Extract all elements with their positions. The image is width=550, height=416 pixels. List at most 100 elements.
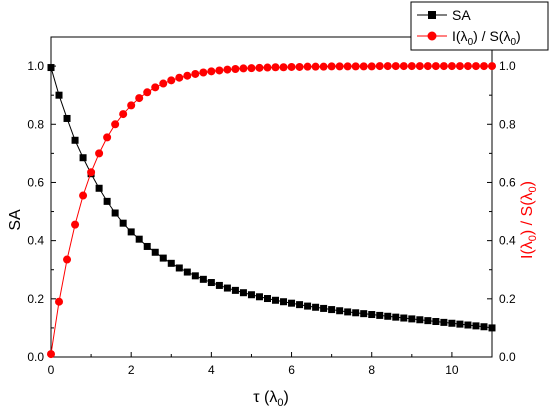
data-point-square [416,316,424,324]
y-axis-ticks: 0.0 0.2 0.4 0.6 0.8 1.0 [27,36,56,364]
data-point-square [191,272,199,280]
y-tick-label: 0.0 [27,350,44,364]
data-point-circle [263,63,272,72]
data-point-circle [231,65,240,73]
x-axis-label: τ (λ0) [253,389,289,409]
data-point-square [408,315,416,323]
data-point-square [151,248,159,256]
y2-tick-label: 0.4 [499,234,516,248]
data-point-square [239,289,247,297]
data-point-circle [111,120,120,129]
data-point-circle [399,62,408,71]
data-point-circle [183,71,192,80]
data-point-square [456,320,464,328]
x-axis-ticks: 0 2 4 6 8 10 [48,352,493,377]
data-point-square [376,311,384,319]
legend-box [410,1,549,51]
data-point-circle [447,62,456,71]
data-point-square [183,268,191,276]
data-point-circle [87,168,96,177]
data-point-square [79,154,87,162]
data-point-square [223,284,231,292]
data-point-square [280,298,288,306]
data-point-circle [279,63,288,72]
data-point-circle [407,62,416,71]
data-point-circle [303,62,312,71]
legend-marker-circle [427,31,437,41]
y-axis-label: SA [7,209,24,231]
data-point-square [448,319,456,327]
data-point-circle [319,62,328,71]
data-point-circle [351,62,360,71]
data-point-square [464,321,472,329]
data-point-square [304,302,312,310]
data-point-circle [215,66,224,75]
data-point-square [296,301,304,309]
data-point-square [384,312,392,320]
data-point-circle [455,62,464,71]
data-point-circle [71,220,80,229]
data-point-square [272,296,280,304]
data-point-circle [471,62,480,71]
data-point-square [103,197,111,205]
data-point-square [312,303,320,311]
data-point-circle [463,62,472,71]
data-point-circle [191,69,200,78]
data-point-square [167,259,175,267]
data-point-circle [247,64,256,73]
data-point-square [480,323,488,331]
data-point-square [352,309,360,317]
data-point-circle [343,62,352,71]
y-tick-label: 1.0 [27,59,44,73]
data-point-square [71,136,79,144]
data-point-circle [207,67,216,76]
data-point-square [55,91,63,99]
data-point-circle [367,62,376,71]
data-point-square [231,286,239,294]
data-point-circle [63,255,72,264]
y2-axis-ticks: 0.0 0.2 0.4 0.6 0.8 1.0 [487,36,516,364]
data-point-circle [415,62,424,71]
data-point-square [440,318,448,326]
plot-frame [50,36,493,358]
data-point-square [95,184,103,192]
data-point-circle [287,62,296,71]
data-point-square [424,317,432,325]
y-tick-label: 0.2 [27,292,44,306]
data-point-circle [439,62,448,71]
data-point-circle [95,149,104,158]
data-point-square [207,279,215,287]
data-point-square [111,209,119,217]
data-point-square [360,310,368,318]
data-point-circle [143,88,152,97]
data-point-square [199,275,207,283]
data-point-circle [391,62,400,71]
data-point-square [175,264,183,272]
legend-label-ratio: I(λ0) / S(λ0) [452,28,521,48]
data-point-circle [375,62,384,71]
data-point-square [328,306,336,314]
data-point-square [432,318,440,326]
data-point-circle [271,63,280,72]
data-point-circle [239,64,248,73]
data-point-square [159,254,167,262]
data-point-circle [175,73,184,82]
data-point-square [135,235,143,243]
data-point-square [47,64,55,72]
data-point-circle [295,62,304,71]
data-point-square [63,114,71,122]
data-point-circle [423,62,432,71]
data-point-circle [431,62,440,71]
data-point-circle [103,133,112,142]
y2-tick-label: 0.8 [499,117,516,131]
x-tick-label: 10 [445,363,459,377]
data-point-circle [167,76,176,85]
data-point-circle [488,62,496,71]
data-point-square [247,291,255,299]
x-tick-label: 8 [368,363,375,377]
data-point-circle [79,191,88,200]
legend-marker-square [428,11,436,19]
x-tick-label: 4 [208,363,215,377]
data-point-circle [479,62,488,71]
